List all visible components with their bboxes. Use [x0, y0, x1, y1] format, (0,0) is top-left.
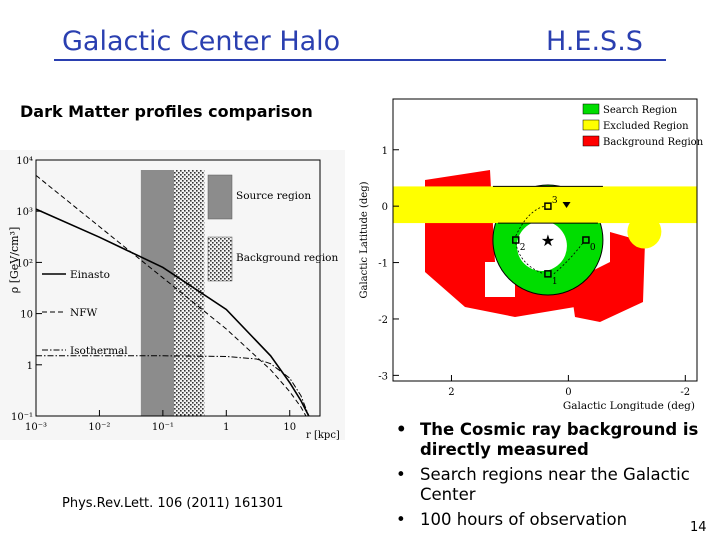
- y-tick-label: -1: [378, 259, 388, 270]
- y-axis-label: Galactic Latitude (deg): [359, 181, 370, 298]
- reference-citation: Phys.Rev.Lett. 106 (2011) 161301: [62, 496, 284, 511]
- y-tick-label: 1: [27, 361, 33, 372]
- pointing-marker: [544, 270, 552, 278]
- series-line-isothermal: [36, 355, 310, 417]
- bullet-item: • 100 hours of observation: [396, 510, 716, 530]
- series-line-einasto: [35, 208, 310, 417]
- rotation-arrow: [515, 205, 546, 237]
- experiment-name: H.E.S.S: [546, 26, 643, 57]
- y-tick-label: 10³: [16, 207, 33, 218]
- x-tick-label: -2: [680, 387, 690, 398]
- legend-swatch: [582, 119, 600, 131]
- legend-swatch: [582, 135, 600, 147]
- x-axis-label: r [kpc]: [306, 430, 340, 440]
- bullet-list: • The Cosmic ray background is directly m…: [396, 420, 716, 535]
- bullet-dot-icon: •: [396, 420, 407, 439]
- x-tick-label: 2: [448, 387, 454, 398]
- legend-label-einasto: Einasto: [70, 269, 110, 281]
- bullet-text: 100 hours of observation: [420, 510, 628, 529]
- slide-subtitle: Dark Matter profiles comparison: [20, 102, 313, 121]
- x-tick-label: 0: [565, 387, 571, 398]
- series-line-nfw: [35, 175, 307, 417]
- pointing-label: 2: [520, 243, 526, 253]
- legend-swatch: [582, 103, 600, 115]
- pointing-marker: [582, 236, 590, 244]
- legend-swatch-region: [207, 174, 233, 220]
- y-axis-label: ρ [GeV/cm³]: [8, 227, 21, 294]
- title-underline: [54, 59, 666, 61]
- x-axis-label: Galactic Longitude (deg): [563, 400, 695, 412]
- sky-map-chart: 0 1 2 3 ★ 2 0 -2 -3 -2 -1 0 1 Search Region Excluded…: [345, 92, 710, 418]
- page-number: 14: [690, 520, 707, 535]
- x-tick-label: 10⁻¹: [152, 422, 174, 433]
- legend-label: Search Region: [603, 105, 678, 116]
- pointing-label: 1: [552, 277, 558, 287]
- region-source-region: [140, 170, 175, 416]
- legend-label-region: Source region: [236, 190, 311, 202]
- arrow-head: [562, 202, 571, 209]
- excluded-source-disk: [627, 214, 662, 249]
- legend-label: Background Region: [603, 137, 704, 148]
- y-tick-label: 10⁴: [16, 156, 33, 167]
- y-tick-label: 10: [20, 310, 33, 321]
- pointing-label: 3: [552, 196, 558, 206]
- y-tick-label: -2: [378, 315, 388, 326]
- excluded-inner-disk: [516, 221, 567, 271]
- bullet-text: Search regions near the Galactic Center: [420, 465, 690, 504]
- legend-label: Excluded Region: [603, 121, 689, 132]
- rotation-arrow: [515, 242, 545, 275]
- bullet-text: The Cosmic ray background is directly me…: [420, 420, 699, 459]
- bullet-item: • The Cosmic ray background is directly m…: [396, 420, 716, 460]
- y-tick-label: 10⁻¹: [11, 412, 33, 423]
- plot-frame: [35, 159, 321, 417]
- x-tick-label: 10⁻²: [88, 422, 110, 433]
- y-tick-label: 1: [382, 146, 388, 157]
- map-frame: [392, 98, 698, 382]
- rotation-arrow: [553, 242, 584, 275]
- x-tick-label: 10: [283, 422, 296, 433]
- x-tick-label: 1: [223, 422, 229, 433]
- legend-label-region: Background region: [236, 252, 338, 264]
- background-region: [570, 232, 645, 322]
- region-background-region: [174, 170, 205, 416]
- y-tick-label: -3: [378, 371, 388, 382]
- bullet-dot-icon: •: [396, 510, 406, 529]
- legend-label-isothermal: Isothermal: [70, 345, 128, 357]
- pointing-marker: [544, 202, 552, 210]
- y-tick-label: 0: [382, 202, 388, 213]
- legend-swatch-region: [207, 236, 233, 282]
- density-profile-chart: 10⁻³ 10⁻² 10⁻¹ 1 10 10⁻¹ 1 10 10² 10³ 10⁴ Einasto N…: [0, 150, 345, 440]
- pointing-label: 0: [590, 243, 596, 253]
- bullet-dot-icon: •: [396, 465, 406, 484]
- y-tick-label: 10²: [16, 258, 33, 269]
- legend-label-nfw: NFW: [70, 307, 97, 319]
- galactic-center-star-icon: ★: [541, 231, 555, 250]
- x-tick-label: 10⁻³: [25, 422, 47, 433]
- bullet-item: • Search regions near the Galactic Center: [396, 465, 716, 505]
- slide-title: Galactic Center Halo: [62, 26, 341, 57]
